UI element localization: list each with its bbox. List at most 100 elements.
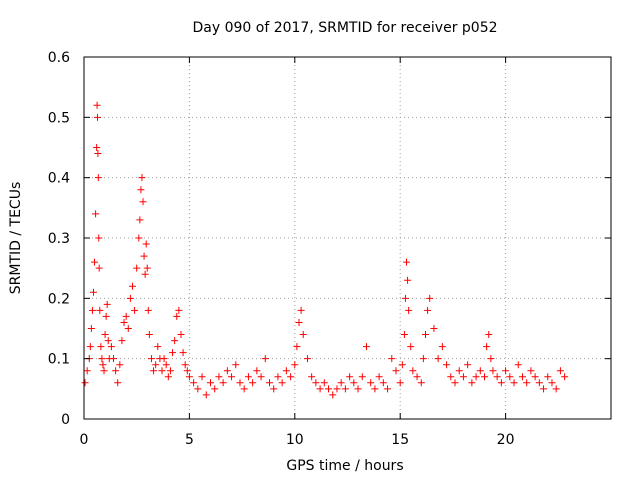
- x-tick-label: 10: [286, 432, 304, 448]
- data-point: [472, 373, 480, 381]
- data-point: [291, 361, 299, 369]
- data-point: [194, 385, 202, 393]
- data-point: [128, 282, 136, 290]
- data-point: [93, 113, 101, 121]
- data-point: [430, 325, 438, 332]
- data-point: [215, 373, 223, 381]
- grid-layer: [84, 57, 611, 419]
- data-point: [487, 355, 495, 363]
- data-point: [556, 367, 564, 375]
- data-point: [122, 312, 130, 320]
- data-point: [136, 216, 144, 224]
- data-point: [358, 373, 366, 381]
- data-point: [375, 373, 383, 381]
- data-point: [116, 361, 124, 369]
- data-point: [451, 379, 459, 387]
- data-point: [89, 288, 97, 296]
- data-point: [139, 198, 147, 206]
- data-point: [183, 367, 191, 375]
- data-point: [489, 367, 497, 375]
- data-point: [308, 373, 316, 381]
- data-point: [544, 373, 552, 381]
- data-point: [303, 355, 311, 363]
- data-point: [162, 361, 170, 369]
- data-point: [142, 240, 150, 248]
- data-point: [185, 373, 193, 381]
- data-point: [421, 331, 429, 339]
- data-point: [141, 270, 149, 278]
- data-point: [312, 379, 320, 387]
- data-point: [144, 306, 152, 314]
- data-point: [154, 343, 162, 351]
- data-point: [143, 264, 151, 272]
- data-point: [325, 385, 333, 393]
- data-point: [179, 349, 187, 357]
- data-point: [133, 264, 141, 272]
- data-point: [502, 367, 510, 375]
- data-point: [81, 379, 89, 387]
- data-point: [223, 367, 231, 375]
- data-point: [160, 355, 168, 363]
- data-point: [527, 367, 535, 375]
- data-point: [101, 331, 109, 339]
- data-point: [104, 337, 112, 345]
- data-point: [371, 385, 379, 393]
- data-point: [341, 385, 349, 393]
- data-point: [177, 331, 185, 339]
- data-point: [287, 373, 295, 381]
- data-point: [384, 385, 392, 393]
- data-point: [367, 379, 375, 387]
- data-point: [455, 367, 463, 375]
- data-point: [561, 373, 569, 381]
- data-point: [211, 385, 219, 393]
- data-point: [147, 355, 155, 363]
- y-tick-label: 0.5: [48, 110, 70, 126]
- data-point: [94, 150, 102, 158]
- data-point: [506, 373, 514, 381]
- y-tick-label: 0.4: [48, 171, 70, 187]
- data-point: [518, 373, 526, 381]
- ticks-layer: 0 5 10 15 20 0 0.1 0.2 0.3 0.4 0.5 0.6: [48, 50, 611, 448]
- data-point: [166, 367, 174, 375]
- data-point: [523, 379, 531, 387]
- data-point: [468, 379, 476, 387]
- data-point: [447, 373, 455, 381]
- data-point: [293, 343, 301, 351]
- data-point: [413, 373, 421, 381]
- data-point: [316, 385, 324, 393]
- data-point: [206, 379, 214, 387]
- data-point: [228, 373, 236, 381]
- data-point: [110, 355, 118, 363]
- data-point: [96, 306, 104, 314]
- data-point: [274, 373, 282, 381]
- x-tick-label: 5: [185, 432, 194, 448]
- data-point: [114, 379, 122, 387]
- data-point: [198, 373, 206, 381]
- data-point: [249, 379, 257, 387]
- data-point: [261, 355, 269, 363]
- chart-title: Day 090 of 2017, SRMTID for receiver p05…: [192, 20, 497, 36]
- data-point: [219, 379, 227, 387]
- data-point: [124, 325, 132, 332]
- y-axis-label: SRMTID / TECUs: [8, 182, 24, 295]
- data-point: [92, 210, 100, 218]
- data-point: [514, 361, 522, 369]
- data-point: [320, 379, 328, 387]
- data-point: [350, 379, 358, 387]
- data-point: [404, 276, 412, 284]
- data-point: [86, 343, 94, 351]
- data-point: [169, 349, 177, 357]
- data-point: [493, 373, 501, 381]
- data-point: [510, 379, 518, 387]
- data-point: [396, 379, 404, 387]
- data-point: [93, 101, 101, 109]
- data-point: [400, 331, 408, 339]
- data-point: [87, 325, 95, 332]
- data-point: [232, 361, 240, 369]
- data-point: [164, 373, 172, 381]
- data-point: [175, 306, 183, 314]
- data-point: [483, 343, 491, 351]
- data-point: [118, 337, 126, 345]
- data-point: [535, 379, 543, 387]
